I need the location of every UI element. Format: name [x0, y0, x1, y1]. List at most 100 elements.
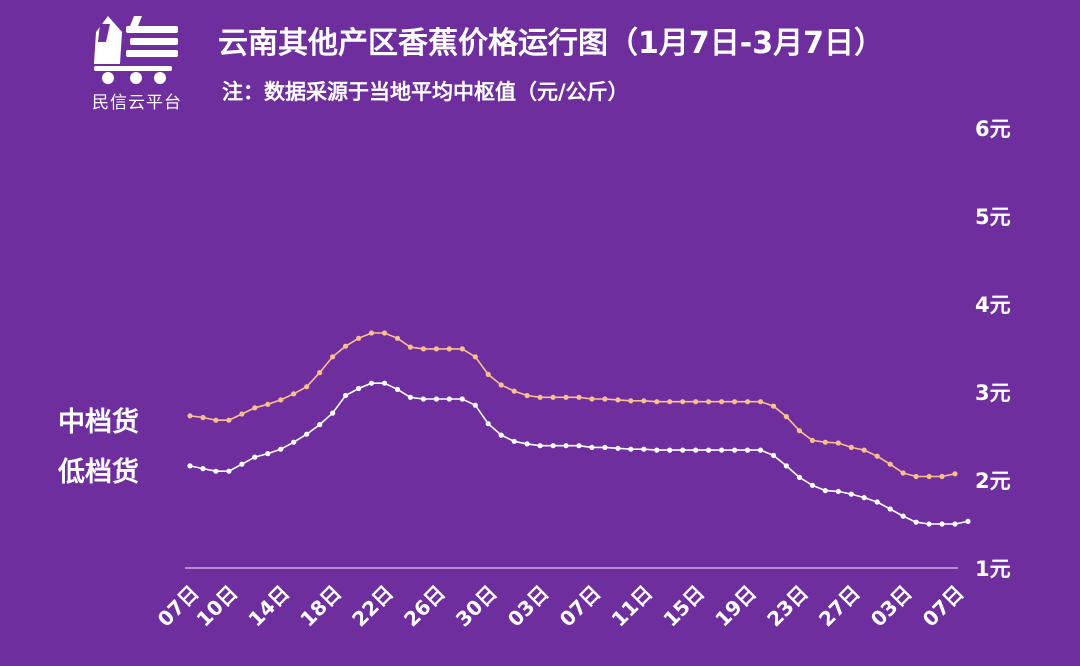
y-tick-label: 1元 — [975, 557, 1011, 581]
data-point — [602, 396, 608, 402]
data-point — [485, 421, 491, 427]
data-point — [706, 399, 712, 405]
data-point — [693, 447, 699, 453]
data-point — [291, 439, 297, 445]
data-point — [511, 388, 517, 394]
data-point — [732, 447, 738, 453]
x-tick-label: 30日 — [451, 581, 502, 632]
data-point — [356, 335, 362, 341]
data-point — [641, 446, 647, 452]
data-point — [317, 422, 323, 428]
data-point — [693, 399, 699, 405]
data-point — [524, 392, 530, 399]
data-point — [446, 346, 452, 352]
data-point — [381, 330, 388, 336]
data-point — [576, 443, 582, 449]
data-point — [822, 439, 828, 445]
series-mid-grade — [187, 330, 958, 480]
data-point — [356, 385, 362, 392]
data-point — [459, 396, 465, 402]
data-point — [835, 488, 841, 494]
data-point — [783, 414, 790, 420]
data-point — [446, 396, 452, 402]
data-point — [900, 470, 906, 476]
data-point — [809, 482, 816, 488]
y-axis-ticks: 1元 2元 3元 4元 5元 6元 — [975, 117, 1011, 581]
data-point — [381, 380, 388, 386]
data-point — [926, 521, 932, 527]
y-tick-label: 4元 — [975, 293, 1011, 317]
data-point — [537, 394, 543, 400]
data-point — [433, 396, 439, 402]
data-point — [809, 437, 816, 443]
chart-title: 云南其他产区香蕉价格运行图（1月7日-3月7日） — [218, 26, 884, 61]
data-point — [965, 518, 971, 525]
data-point — [226, 468, 232, 474]
data-point — [602, 444, 608, 450]
x-tick-label: 03日 — [503, 581, 554, 632]
data-point — [239, 411, 245, 417]
data-point — [407, 344, 413, 350]
brand-name: 民信云平台 — [92, 93, 182, 113]
data-point — [706, 447, 712, 453]
y-tick-label: 2元 — [975, 469, 1011, 493]
data-point — [394, 386, 401, 392]
data-point — [667, 399, 673, 405]
data-point — [926, 473, 932, 480]
data-point — [550, 394, 556, 400]
data-point — [291, 391, 297, 397]
series-line — [189, 332, 956, 478]
x-tick-label: 23日 — [762, 581, 813, 632]
data-point — [265, 401, 271, 407]
data-point — [200, 414, 206, 421]
data-point — [368, 380, 375, 386]
data-point — [213, 417, 219, 423]
data-point — [848, 444, 854, 450]
data-point — [343, 392, 349, 399]
x-tick-label: 10日 — [192, 581, 243, 632]
x-tick-label: 15日 — [658, 581, 709, 632]
data-point — [939, 473, 945, 480]
data-point — [343, 343, 349, 349]
data-point — [796, 428, 803, 434]
data-point — [330, 410, 336, 416]
x-tick-label: 14日 — [243, 581, 294, 632]
data-point — [757, 399, 764, 405]
data-point — [680, 447, 686, 453]
data-point — [615, 397, 621, 403]
data-point — [330, 354, 336, 360]
x-tick-label: 27日 — [814, 581, 865, 632]
data-point — [796, 474, 803, 480]
series-line — [189, 382, 969, 525]
data-point — [744, 399, 751, 405]
data-point — [952, 471, 958, 477]
data-point — [433, 346, 439, 352]
data-point — [680, 399, 686, 405]
data-point — [524, 441, 530, 447]
data-point — [874, 499, 880, 505]
y-tick-label: 3元 — [975, 381, 1011, 405]
chart-subtitle: 注：数据采源于当地平均中枢值（元/公斤） — [222, 80, 629, 104]
data-point — [550, 443, 556, 449]
data-point — [304, 384, 310, 390]
data-point — [394, 335, 401, 341]
data-point — [874, 453, 880, 459]
data-point — [822, 488, 828, 494]
data-point — [654, 447, 660, 453]
data-point — [407, 394, 413, 400]
data-point — [239, 461, 245, 467]
data-point — [278, 397, 284, 403]
data-point — [252, 405, 258, 411]
data-point — [498, 382, 504, 388]
data-point — [641, 398, 647, 404]
series-layer — [187, 330, 971, 527]
y-tick-label: 5元 — [975, 205, 1011, 229]
data-point — [563, 394, 569, 400]
data-point — [913, 473, 919, 480]
series-label-mid-grade: 中档货 — [58, 407, 139, 438]
data-point — [200, 466, 206, 472]
data-point — [861, 447, 867, 453]
data-point — [187, 413, 193, 419]
